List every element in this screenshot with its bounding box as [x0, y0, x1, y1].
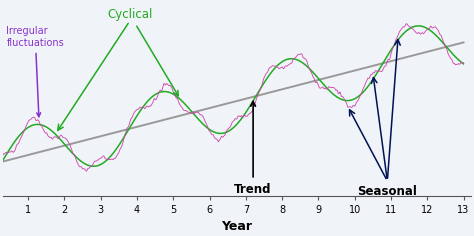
Text: Cyclical: Cyclical: [107, 8, 178, 96]
X-axis label: Year: Year: [221, 220, 252, 233]
Text: Irregular
fluctuations: Irregular fluctuations: [7, 26, 64, 117]
Text: Trend: Trend: [234, 101, 272, 196]
Text: Seasonal: Seasonal: [357, 185, 417, 198]
